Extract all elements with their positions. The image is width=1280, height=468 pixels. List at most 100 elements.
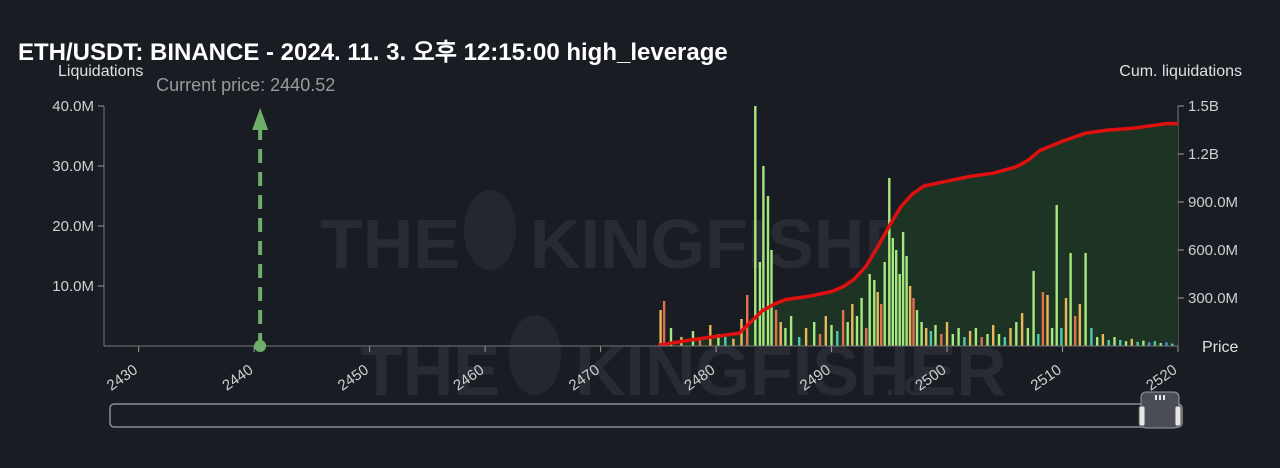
left-tick-label: 30.0M xyxy=(52,158,94,175)
kingfisher-bird-icon-2 xyxy=(509,315,561,395)
current-price-marker: Current price: 2440.52 xyxy=(156,75,335,352)
liquidation-bar xyxy=(888,178,891,346)
left-tick-label: 10.0M xyxy=(52,278,94,295)
liquidation-bar xyxy=(940,334,943,346)
chart-title: ETH/USDT: BINANCE - 2024. 11. 3. 오후 12:1… xyxy=(18,39,728,66)
liquidation-bar xyxy=(1003,337,1006,346)
watermark-brand: THE xyxy=(320,205,460,283)
liquidation-bar xyxy=(746,295,749,346)
liquidation-bar xyxy=(876,292,879,346)
liquidation-bar xyxy=(1020,313,1024,346)
liquidation-bar xyxy=(1153,341,1157,346)
liquidation-bar xyxy=(766,196,770,346)
liquidation-bar xyxy=(974,328,978,346)
liquidation-bar xyxy=(770,250,773,346)
liquidation-bar xyxy=(891,238,894,346)
liquidation-bar xyxy=(905,256,908,346)
liquidation-bar xyxy=(1165,342,1168,346)
watermark-brand-2: THE xyxy=(360,332,500,410)
right-tick-label: 300.0M xyxy=(1188,290,1238,307)
x-tick-label: 2520 xyxy=(1143,361,1180,394)
liquidation-bar xyxy=(920,322,923,346)
liquidation-bar xyxy=(789,316,793,346)
liquidation-bar xyxy=(836,331,839,346)
liquidation-bar xyxy=(1032,271,1035,346)
liquidation-bar xyxy=(1046,295,1049,346)
liquidation-bar xyxy=(758,262,762,346)
x-tick-label: 2440 xyxy=(219,361,256,394)
liquidation-bar xyxy=(883,262,886,346)
x-axis-title: Price xyxy=(1202,339,1239,356)
liquidation-bar xyxy=(1009,328,1012,346)
range-slider-track[interactable] xyxy=(109,403,1183,428)
liquidation-bar xyxy=(1084,253,1087,346)
liquidation-bar xyxy=(908,286,912,346)
liquidation-bar xyxy=(929,331,933,346)
liquidation-bar xyxy=(865,328,868,346)
liquidation-bar xyxy=(1096,337,1099,346)
liquidation-bar xyxy=(957,328,960,346)
liquidation-bar xyxy=(1113,337,1116,346)
liquidation-bar xyxy=(1107,340,1110,346)
cumulative-line xyxy=(658,121,1178,347)
liquidation-bar xyxy=(951,334,954,346)
x-tick-label: 2510 xyxy=(1028,361,1065,394)
liquidation-bar xyxy=(880,304,883,346)
liquidation-bar xyxy=(717,334,720,346)
liquidation-bar xyxy=(945,322,949,346)
liquidation-bar xyxy=(992,325,995,346)
right-tick-label: 900.0M xyxy=(1188,194,1238,211)
current-price-arrow-icon xyxy=(252,108,269,130)
liquidation-bars xyxy=(659,106,1174,346)
liquidation-bar xyxy=(1074,316,1077,346)
right-tick-label: 1.2B xyxy=(1188,146,1219,163)
range-slider[interactable] xyxy=(109,391,1183,429)
kingfisher-bird-icon xyxy=(464,190,516,270)
liquidation-bar xyxy=(1050,328,1054,346)
right-tick-label: 1.5B xyxy=(1188,98,1219,115)
liquidation-bar xyxy=(1130,338,1133,346)
liquidation-bar xyxy=(1124,341,1128,346)
right-axis-title: Cum. liquidations xyxy=(1119,63,1242,80)
liquidation-bar xyxy=(898,274,901,346)
left-tick-label: 40.0M xyxy=(52,98,94,115)
cumulative-area xyxy=(658,123,1178,346)
range-slider-left-handle[interactable] xyxy=(1138,405,1146,427)
liquidation-bar xyxy=(824,316,827,346)
range-slider-right-handle[interactable] xyxy=(1174,405,1182,427)
liquidation-bar xyxy=(1069,253,1072,346)
liquidation-bar xyxy=(659,310,662,346)
liquidation-bar xyxy=(779,322,782,346)
liquidation-bar xyxy=(846,322,849,346)
liquidation-bar xyxy=(968,331,972,346)
liquidation-bar xyxy=(895,250,898,346)
liquidation-bar xyxy=(1041,292,1045,346)
liquidation-bar xyxy=(732,338,735,346)
left-axis: 10.0M 20.0M 30.0M 40.0M xyxy=(52,98,105,346)
liquidation-bar xyxy=(784,328,787,346)
right-tick-label: 600.0M xyxy=(1188,242,1238,259)
liquidation-bar xyxy=(986,334,989,346)
liquidation-bar xyxy=(855,316,859,346)
liquidation-bar xyxy=(934,325,937,346)
left-tick-label: 20.0M xyxy=(52,218,94,235)
liquidation-bar xyxy=(1101,334,1105,346)
liquidation-bar xyxy=(1090,328,1093,346)
liquidation-bar xyxy=(851,304,854,346)
liquidation-bar xyxy=(841,310,845,346)
liquidation-bar xyxy=(1078,304,1081,346)
liquidation-bar xyxy=(915,310,919,346)
liquidation-bar xyxy=(1142,340,1145,346)
liquidation-bar xyxy=(1026,328,1030,346)
liquidation-bar xyxy=(669,328,673,346)
liquidation-bar xyxy=(1119,340,1122,346)
liquidation-bar xyxy=(818,334,822,346)
liquidation-bar xyxy=(830,325,833,346)
liquidation-bar xyxy=(925,328,928,346)
x-tick-label: 2430 xyxy=(104,361,141,394)
right-axis: 300.0M 600.0M 900.0M 1.2B 1.5B xyxy=(1177,98,1238,346)
liquidation-bar xyxy=(1136,341,1139,346)
liquidation-bar xyxy=(804,328,808,346)
liquidation-bar xyxy=(963,337,966,346)
